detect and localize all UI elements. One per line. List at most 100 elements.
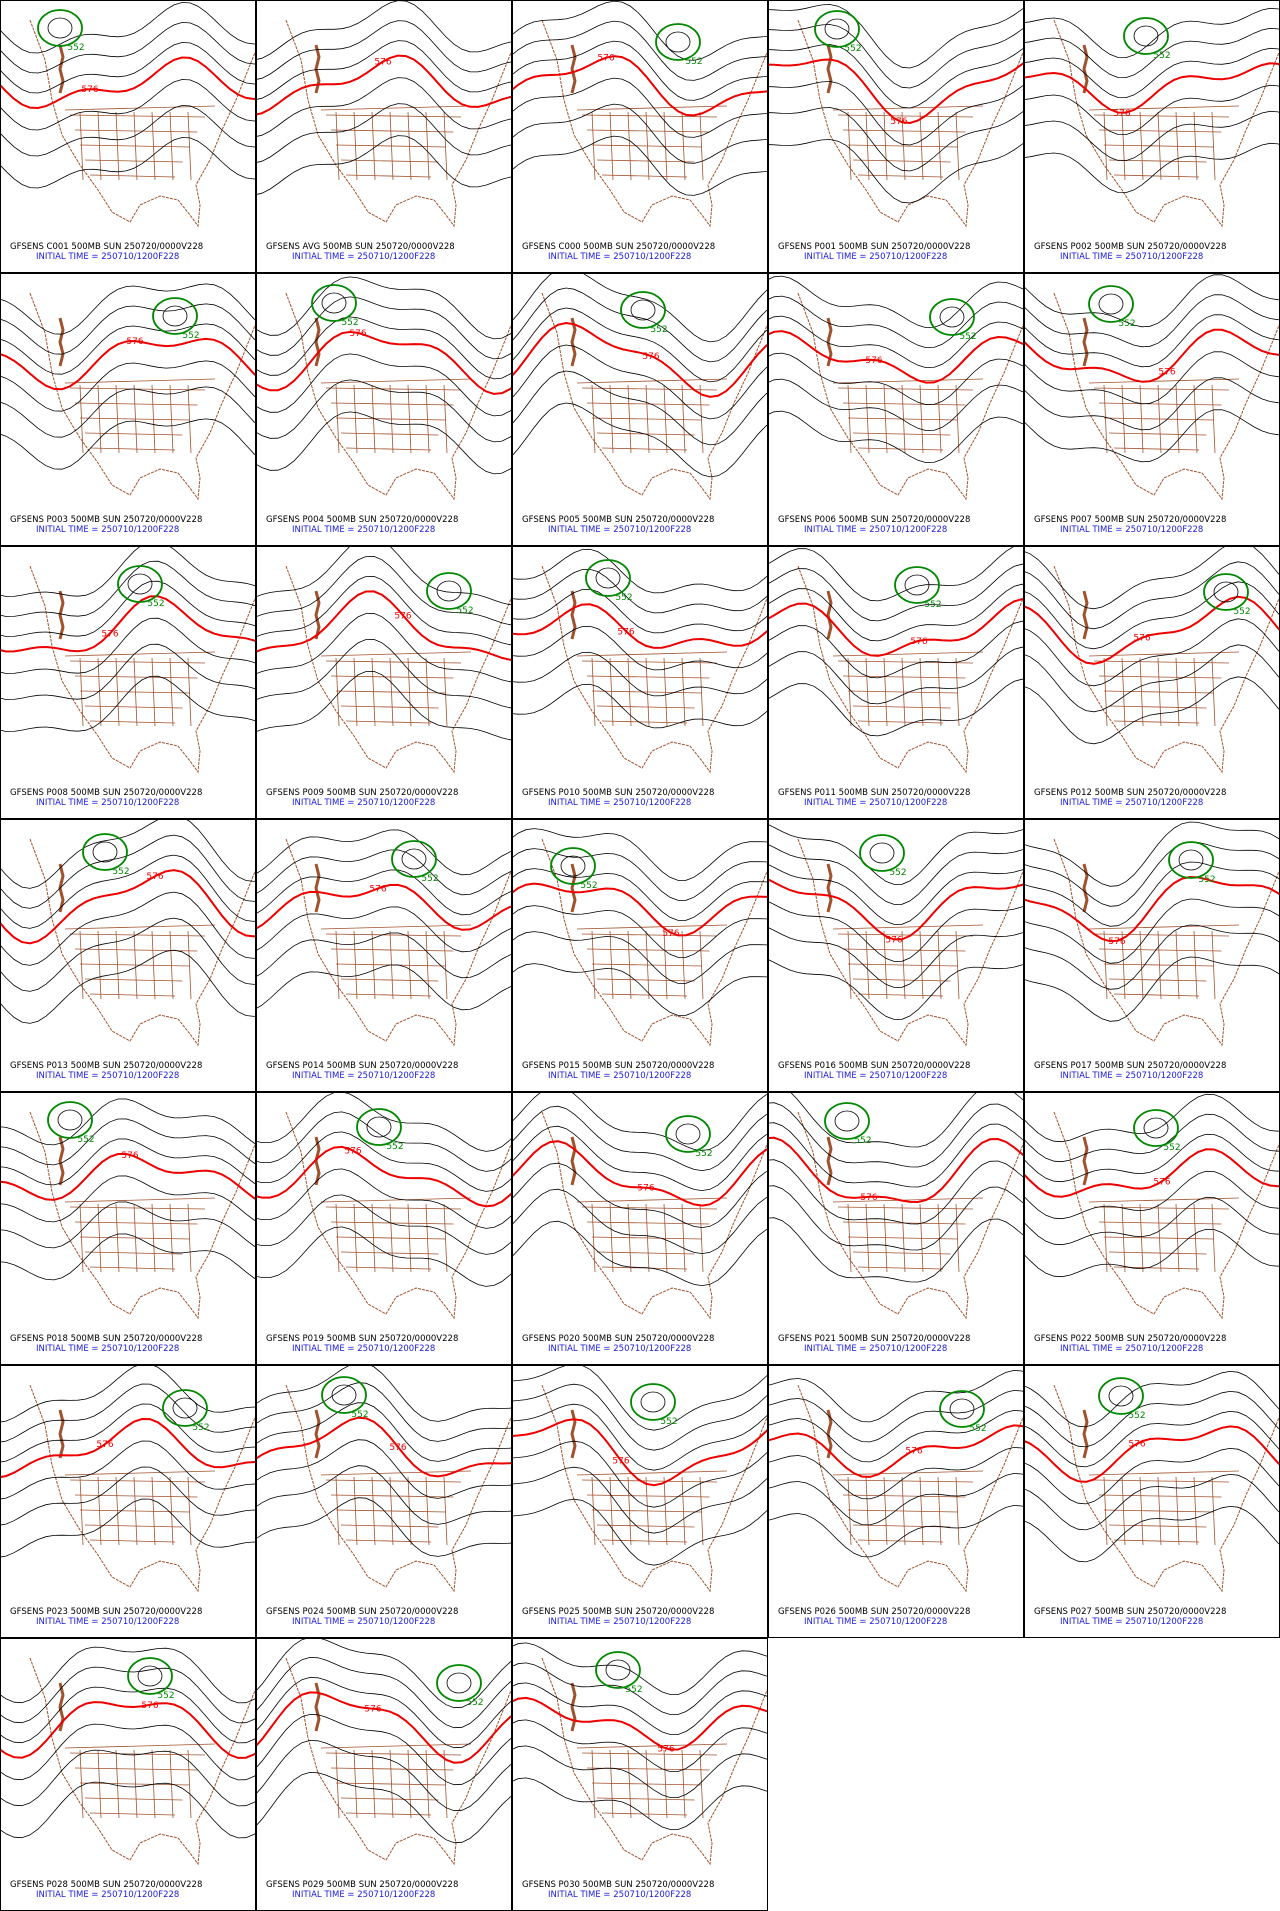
map-area: 576 552 bbox=[256, 1092, 512, 1320]
height-contour bbox=[768, 139, 1024, 204]
map-panel: 576 552 GFSENS P019 500MB SUN 250720/0000V… bbox=[256, 1092, 512, 1365]
state-line bbox=[425, 1476, 430, 1546]
contour-label: 552 bbox=[421, 874, 438, 884]
state-line bbox=[151, 930, 156, 1000]
height-contour bbox=[512, 307, 768, 383]
state-line bbox=[847, 690, 959, 694]
panel-title: GFSENS P009 500MB SUN 250720/0000V228 bbox=[266, 788, 458, 798]
state-line bbox=[340, 432, 439, 436]
state-line bbox=[681, 1476, 686, 1546]
height-contour-576 bbox=[768, 1136, 1024, 1204]
state-line bbox=[645, 930, 650, 1000]
state-line bbox=[335, 930, 340, 1000]
state-line bbox=[955, 657, 960, 727]
low-contour bbox=[560, 855, 586, 877]
low-contour bbox=[162, 305, 188, 327]
state-line bbox=[645, 384, 650, 454]
panel-title: GFSENS P022 500MB SUN 250720/0000V228 bbox=[1034, 1334, 1226, 1344]
contour-label: 552 bbox=[959, 332, 976, 342]
state-line bbox=[115, 1476, 120, 1546]
state-line bbox=[443, 930, 448, 1000]
state-line bbox=[84, 432, 183, 436]
height-contour-576 bbox=[0, 869, 256, 945]
panel-border bbox=[512, 0, 768, 273]
panel-init-time: INITIAL TIME = 250710/1200F228 bbox=[36, 1071, 179, 1081]
panel-init-time: INITIAL TIME = 250710/1200F228 bbox=[804, 525, 947, 535]
map-area: 576 552 bbox=[1024, 274, 1280, 501]
height-contour bbox=[512, 1092, 768, 1152]
state-line bbox=[353, 1749, 358, 1819]
state-line bbox=[335, 1749, 340, 1819]
panel-border bbox=[1024, 1365, 1280, 1638]
state-line bbox=[865, 1203, 870, 1273]
contour-label: 576 bbox=[597, 54, 614, 64]
panel-border bbox=[256, 1638, 512, 1911]
height-contour bbox=[0, 283, 256, 335]
map-panel: 576 552 GFSENS P001 500MB SUN 250720/0000V… bbox=[768, 0, 1024, 273]
state-line bbox=[443, 111, 448, 181]
panel-init-time: INITIAL TIME = 250710/1200F228 bbox=[548, 1617, 691, 1627]
state-line bbox=[169, 1203, 174, 1273]
height-contour bbox=[256, 1638, 512, 1709]
state-line bbox=[857, 720, 944, 724]
state-line bbox=[371, 657, 376, 727]
state-line bbox=[609, 1476, 614, 1546]
state-line bbox=[596, 978, 695, 982]
map-area: 576 552 bbox=[256, 1365, 512, 1593]
state-line bbox=[1157, 384, 1162, 454]
state-line bbox=[1139, 384, 1144, 454]
height-contour bbox=[256, 411, 512, 475]
contour-label: 576 bbox=[121, 1151, 138, 1161]
state-line bbox=[1175, 930, 1180, 1000]
state-line bbox=[609, 930, 614, 1000]
height-contour bbox=[1024, 861, 1280, 927]
height-contour bbox=[0, 617, 256, 674]
state-line bbox=[371, 1749, 376, 1819]
panel-init-time: INITIAL TIME = 250710/1200F228 bbox=[548, 525, 691, 535]
height-contour bbox=[0, 917, 256, 992]
state-line bbox=[901, 1476, 906, 1546]
coastline bbox=[541, 292, 768, 501]
low-contour bbox=[894, 566, 940, 604]
state-line bbox=[601, 174, 688, 178]
state-line bbox=[74, 675, 198, 679]
height-contour bbox=[768, 81, 1024, 146]
state-line bbox=[335, 144, 447, 148]
contour-label: 576 bbox=[1158, 368, 1175, 378]
state-line bbox=[340, 159, 439, 163]
state-line bbox=[937, 1476, 942, 1546]
state-line bbox=[1113, 174, 1200, 178]
state-line bbox=[345, 1266, 432, 1270]
low-contour bbox=[1178, 849, 1204, 871]
contour-label: 552 bbox=[844, 44, 861, 54]
map-panel: 576 552 GFSENS P021 500MB SUN 250720/0000V… bbox=[768, 1092, 1024, 1365]
state-line bbox=[663, 930, 668, 1000]
height-contour-576 bbox=[768, 878, 1024, 941]
panel-init-time: INITIAL TIME = 250710/1200F228 bbox=[804, 1071, 947, 1081]
coastline bbox=[29, 565, 256, 774]
low-contour bbox=[665, 31, 691, 53]
state-line bbox=[645, 111, 650, 181]
state-line bbox=[681, 1203, 686, 1273]
state-line bbox=[353, 930, 358, 1000]
state-line bbox=[389, 111, 394, 181]
state-line bbox=[340, 1797, 439, 1801]
state-line bbox=[842, 1494, 966, 1498]
rockies bbox=[1082, 863, 1089, 913]
height-contour bbox=[0, 1201, 256, 1249]
contour-label: 576 bbox=[642, 352, 659, 362]
state-line bbox=[627, 657, 632, 727]
state-line bbox=[335, 1476, 340, 1546]
state-line bbox=[325, 387, 462, 391]
map-panel: 576 552 GFSENS C000 500MB SUN 250720/0000V… bbox=[512, 0, 768, 273]
height-contour bbox=[1024, 898, 1280, 964]
height-contour bbox=[0, 323, 256, 375]
height-contour-576 bbox=[512, 882, 768, 937]
panel-border bbox=[512, 546, 768, 819]
state-line bbox=[937, 657, 942, 727]
state-line bbox=[1157, 930, 1162, 1000]
contour-label: 576 bbox=[96, 1440, 113, 1450]
panel-border bbox=[256, 1365, 512, 1638]
rockies bbox=[570, 44, 577, 94]
state-line bbox=[371, 111, 376, 181]
